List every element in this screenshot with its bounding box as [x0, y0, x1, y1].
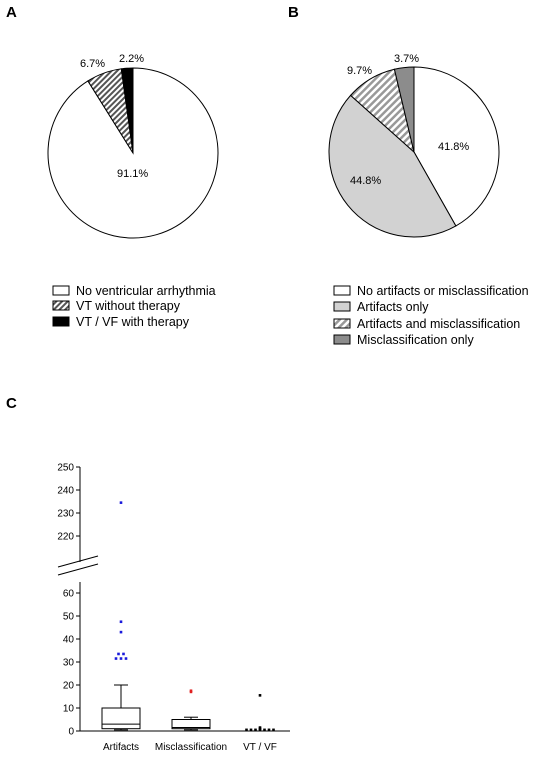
- legend-entry: Misclassification only: [357, 333, 474, 347]
- y-tick-label: 60: [63, 589, 75, 600]
- legend-swatch: [333, 285, 351, 296]
- y-tick-label: 40: [63, 635, 75, 646]
- box-plot-axes: [57, 467, 290, 732]
- legend-swatch: [333, 318, 351, 329]
- pie-a-pct-label: 6.7%: [80, 58, 105, 70]
- legend-swatch: [52, 285, 70, 296]
- legend-entry: No ventricular arrhythmia: [76, 284, 216, 298]
- pie-chart-b: [328, 66, 500, 238]
- y-tick-label: 250: [57, 463, 74, 474]
- y-tick-label: 0: [68, 727, 74, 738]
- legend-a: No ventricular arrhythmia VT without the…: [52, 284, 216, 329]
- outlier-point: [119, 657, 123, 660]
- x-tick-label: VT / VF: [243, 742, 277, 753]
- box-iqr: [171, 719, 211, 730]
- axis-break-mark: [57, 563, 99, 576]
- box-vt-vf: [245, 694, 275, 732]
- legend-swatch: [52, 300, 70, 311]
- legend-swatch: [52, 316, 70, 327]
- pie-slice: [393, 66, 415, 153]
- outlier-point: [119, 620, 123, 624]
- panel-label-b: B: [288, 4, 299, 21]
- panel-label-c: C: [6, 395, 17, 412]
- pie-slice: [328, 94, 457, 238]
- outlier-point: [263, 728, 266, 732]
- y-tick-label: 20: [63, 681, 75, 692]
- y-tick-label: 220: [57, 532, 74, 543]
- pie-a-pct-label: 2.2%: [119, 53, 144, 65]
- outlier-point: [258, 726, 262, 729]
- outlier-point: [189, 689, 193, 693]
- pie-b-pct-label: 41.8%: [438, 141, 469, 153]
- legend-entry: Artifacts only: [357, 300, 429, 314]
- pie-b-pct-label: 3.7%: [394, 53, 419, 65]
- outlier-point: [122, 652, 125, 656]
- x-tick-label: Artifacts: [103, 742, 139, 753]
- legend-b: No artifacts or misclassification Artifa…: [333, 284, 529, 347]
- y-tick-label: 230: [57, 509, 74, 520]
- outlier-point: [254, 728, 257, 732]
- outlier-point: [245, 728, 248, 732]
- legend-entry: VT without therapy: [76, 299, 181, 313]
- pie-a-labels: 91.1% 6.7% 2.2%: [80, 53, 148, 180]
- outlier-point: [117, 652, 120, 656]
- x-tick-labels: Artifacts Misclassification VT / VF: [103, 742, 277, 753]
- pie-slice: [413, 66, 500, 227]
- pie-b-labels: 41.8% 44.8% 9.7% 3.7%: [347, 53, 469, 187]
- x-tick-label: Misclassification: [155, 742, 227, 753]
- y-ticks-lower: 0 10 20 30 40 50 60: [63, 589, 80, 738]
- box-misclassification: [171, 689, 211, 731]
- legend-entry: Artifacts and misclassification: [357, 317, 520, 331]
- y-ticks-upper: 220 230 240 250: [57, 463, 80, 543]
- pie-slice: [120, 67, 134, 154]
- legend-entry: No artifacts or misclassification: [357, 284, 529, 298]
- pie-b-pct-label: 9.7%: [347, 65, 372, 77]
- box-iqr: [101, 707, 141, 730]
- y-tick-label: 10: [63, 704, 75, 715]
- pie-a-pct-label: 91.1%: [117, 168, 148, 180]
- outlier-point: [272, 728, 275, 732]
- box-artifacts: [101, 501, 141, 731]
- pie-b-pct-label: 44.8%: [350, 175, 381, 187]
- outlier-point: [119, 501, 123, 504]
- legend-entry: VT / VF with therapy: [76, 315, 190, 329]
- y-tick-label: 30: [63, 658, 75, 669]
- outlier-point: [119, 630, 123, 634]
- outlier-point: [249, 728, 253, 732]
- y-tick-label: 50: [63, 612, 75, 623]
- pie-chart-a: [47, 67, 219, 239]
- panel-label-a: A: [6, 4, 17, 21]
- box-plots: [101, 501, 275, 732]
- axis-break-mark: [57, 555, 99, 568]
- outlier-point: [114, 657, 118, 660]
- outlier-point: [267, 728, 271, 732]
- outlier-point: [258, 694, 262, 697]
- y-tick-label: 240: [57, 486, 74, 497]
- outlier-point: [124, 657, 128, 660]
- legend-swatch: [333, 301, 351, 312]
- legend-swatch: [333, 334, 351, 345]
